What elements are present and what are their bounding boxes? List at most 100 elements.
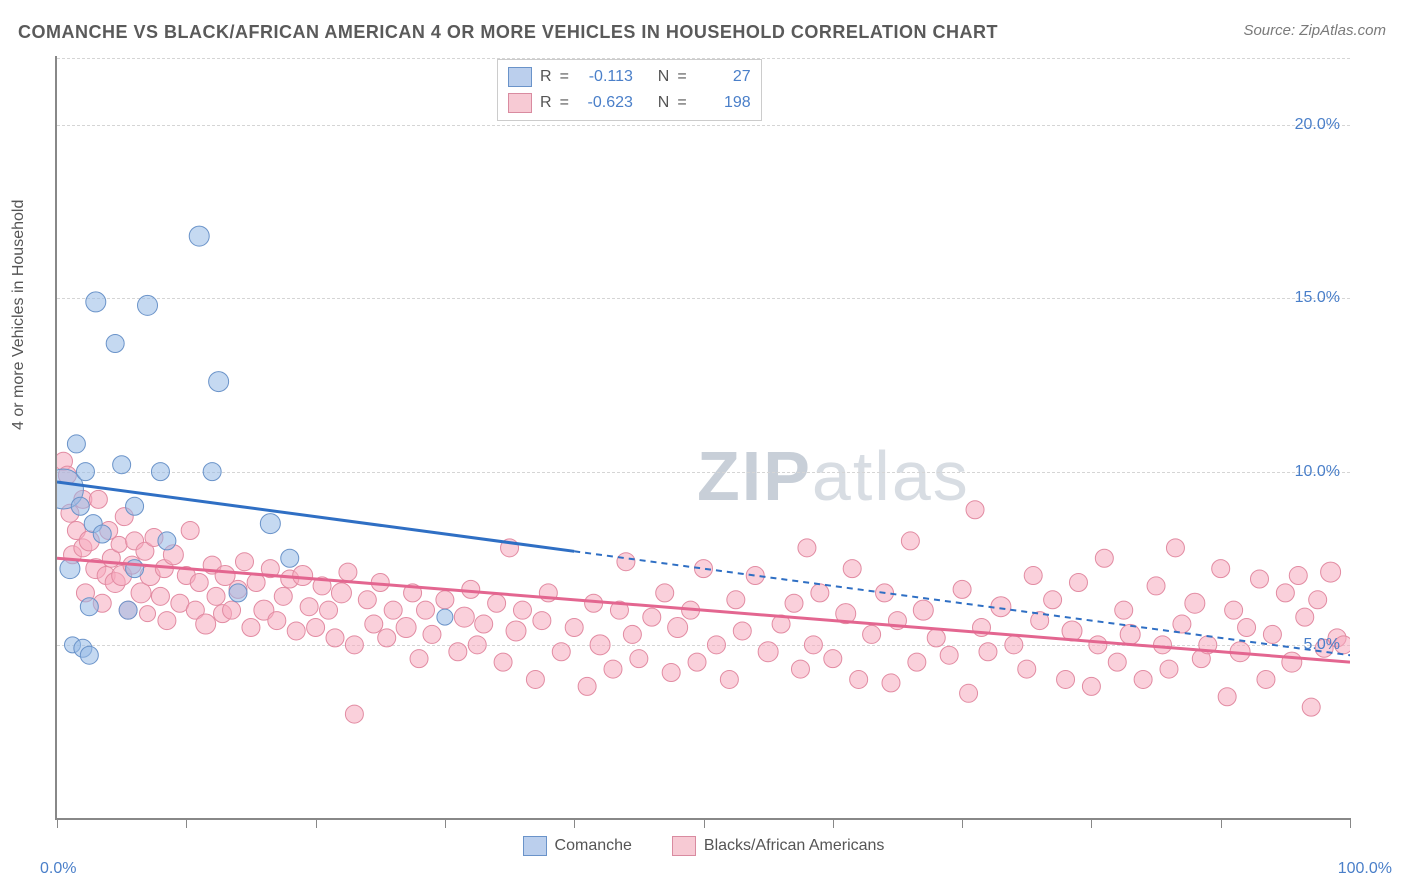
scatter-svg bbox=[57, 56, 1350, 818]
swatch-icon bbox=[508, 67, 532, 87]
data-point bbox=[331, 583, 351, 603]
equals-icon: = bbox=[677, 68, 686, 86]
x-tick bbox=[833, 818, 834, 828]
data-point bbox=[189, 226, 209, 246]
data-point bbox=[590, 635, 610, 655]
data-point bbox=[966, 501, 984, 519]
data-point bbox=[662, 664, 680, 682]
data-point bbox=[785, 594, 803, 612]
data-point bbox=[196, 614, 216, 634]
data-point bbox=[320, 601, 338, 619]
swatch-icon bbox=[523, 836, 547, 856]
data-point bbox=[468, 636, 486, 654]
data-point bbox=[1095, 549, 1113, 567]
plot-area: ZIPatlas R = -0.113 N = 27 R = -0.623 bbox=[55, 56, 1350, 820]
data-point bbox=[1276, 584, 1294, 602]
data-point bbox=[1024, 567, 1042, 585]
data-point bbox=[733, 622, 751, 640]
data-point bbox=[131, 583, 151, 603]
data-point bbox=[181, 522, 199, 540]
data-point bbox=[1225, 601, 1243, 619]
data-point bbox=[623, 625, 641, 643]
data-point bbox=[378, 629, 396, 647]
data-point bbox=[526, 670, 544, 688]
data-point bbox=[293, 566, 313, 586]
data-point bbox=[1296, 608, 1314, 626]
data-point bbox=[358, 591, 376, 609]
data-point bbox=[727, 591, 745, 609]
y-tick-label: 10.0% bbox=[1295, 463, 1340, 481]
data-point bbox=[1089, 636, 1107, 654]
data-point bbox=[913, 600, 933, 620]
data-point bbox=[223, 601, 241, 619]
data-point bbox=[1160, 660, 1178, 678]
data-point bbox=[1082, 677, 1100, 695]
data-point bbox=[113, 456, 131, 474]
r-label: R bbox=[540, 68, 552, 86]
data-point bbox=[1257, 670, 1275, 688]
x-tick bbox=[574, 818, 575, 828]
data-point bbox=[707, 636, 725, 654]
data-point bbox=[436, 591, 454, 609]
x-tick bbox=[445, 818, 446, 828]
data-point bbox=[953, 580, 971, 598]
n-value: 198 bbox=[695, 94, 751, 112]
equals-icon: = bbox=[560, 68, 569, 86]
x-tick bbox=[57, 818, 58, 828]
data-point bbox=[688, 653, 706, 671]
x-tick bbox=[186, 818, 187, 828]
data-point bbox=[80, 598, 98, 616]
data-point bbox=[190, 573, 208, 591]
data-point bbox=[1057, 670, 1075, 688]
x-tick bbox=[962, 818, 963, 828]
data-point bbox=[365, 615, 383, 633]
data-point bbox=[89, 490, 107, 508]
swatch-icon bbox=[508, 93, 532, 113]
data-point bbox=[475, 615, 493, 633]
data-point bbox=[758, 642, 778, 662]
data-point bbox=[119, 601, 137, 619]
source-label: Source: ZipAtlas.com bbox=[1243, 22, 1386, 39]
data-point bbox=[203, 463, 221, 481]
swatch-icon bbox=[672, 836, 696, 856]
data-point bbox=[1302, 698, 1320, 716]
data-point bbox=[656, 584, 674, 602]
data-point bbox=[565, 619, 583, 637]
data-point bbox=[1115, 601, 1133, 619]
data-point bbox=[437, 609, 453, 625]
chart-title: COMANCHE VS BLACK/AFRICAN AMERICAN 4 OR … bbox=[18, 22, 998, 43]
data-point bbox=[111, 536, 127, 552]
data-point bbox=[326, 629, 344, 647]
data-point bbox=[423, 625, 441, 643]
data-point bbox=[67, 435, 85, 453]
correlation-legend: R = -0.113 N = 27 R = -0.623 N = 198 bbox=[497, 59, 762, 121]
data-point bbox=[1173, 615, 1191, 633]
data-point bbox=[791, 660, 809, 678]
data-point bbox=[720, 670, 738, 688]
data-point bbox=[1309, 591, 1327, 609]
r-label: R bbox=[540, 94, 552, 112]
data-point bbox=[617, 553, 635, 571]
data-point bbox=[71, 497, 89, 515]
data-point bbox=[804, 636, 822, 654]
data-point bbox=[417, 601, 435, 619]
data-point bbox=[454, 607, 474, 627]
data-point bbox=[60, 559, 80, 579]
data-point bbox=[158, 612, 176, 630]
data-point bbox=[1069, 573, 1087, 591]
equals-icon: = bbox=[677, 94, 686, 112]
data-point bbox=[274, 587, 292, 605]
data-point bbox=[1263, 625, 1281, 643]
x-tick bbox=[1350, 818, 1351, 828]
data-point bbox=[138, 295, 158, 315]
data-point bbox=[1147, 577, 1165, 595]
data-point bbox=[158, 532, 176, 550]
data-point bbox=[410, 650, 428, 668]
data-point bbox=[506, 621, 526, 641]
data-point bbox=[850, 670, 868, 688]
legend-item-black: Blacks/African Americans bbox=[672, 836, 885, 856]
x-tick bbox=[704, 818, 705, 828]
data-point bbox=[811, 584, 829, 602]
data-point bbox=[1005, 636, 1023, 654]
data-point bbox=[513, 601, 531, 619]
